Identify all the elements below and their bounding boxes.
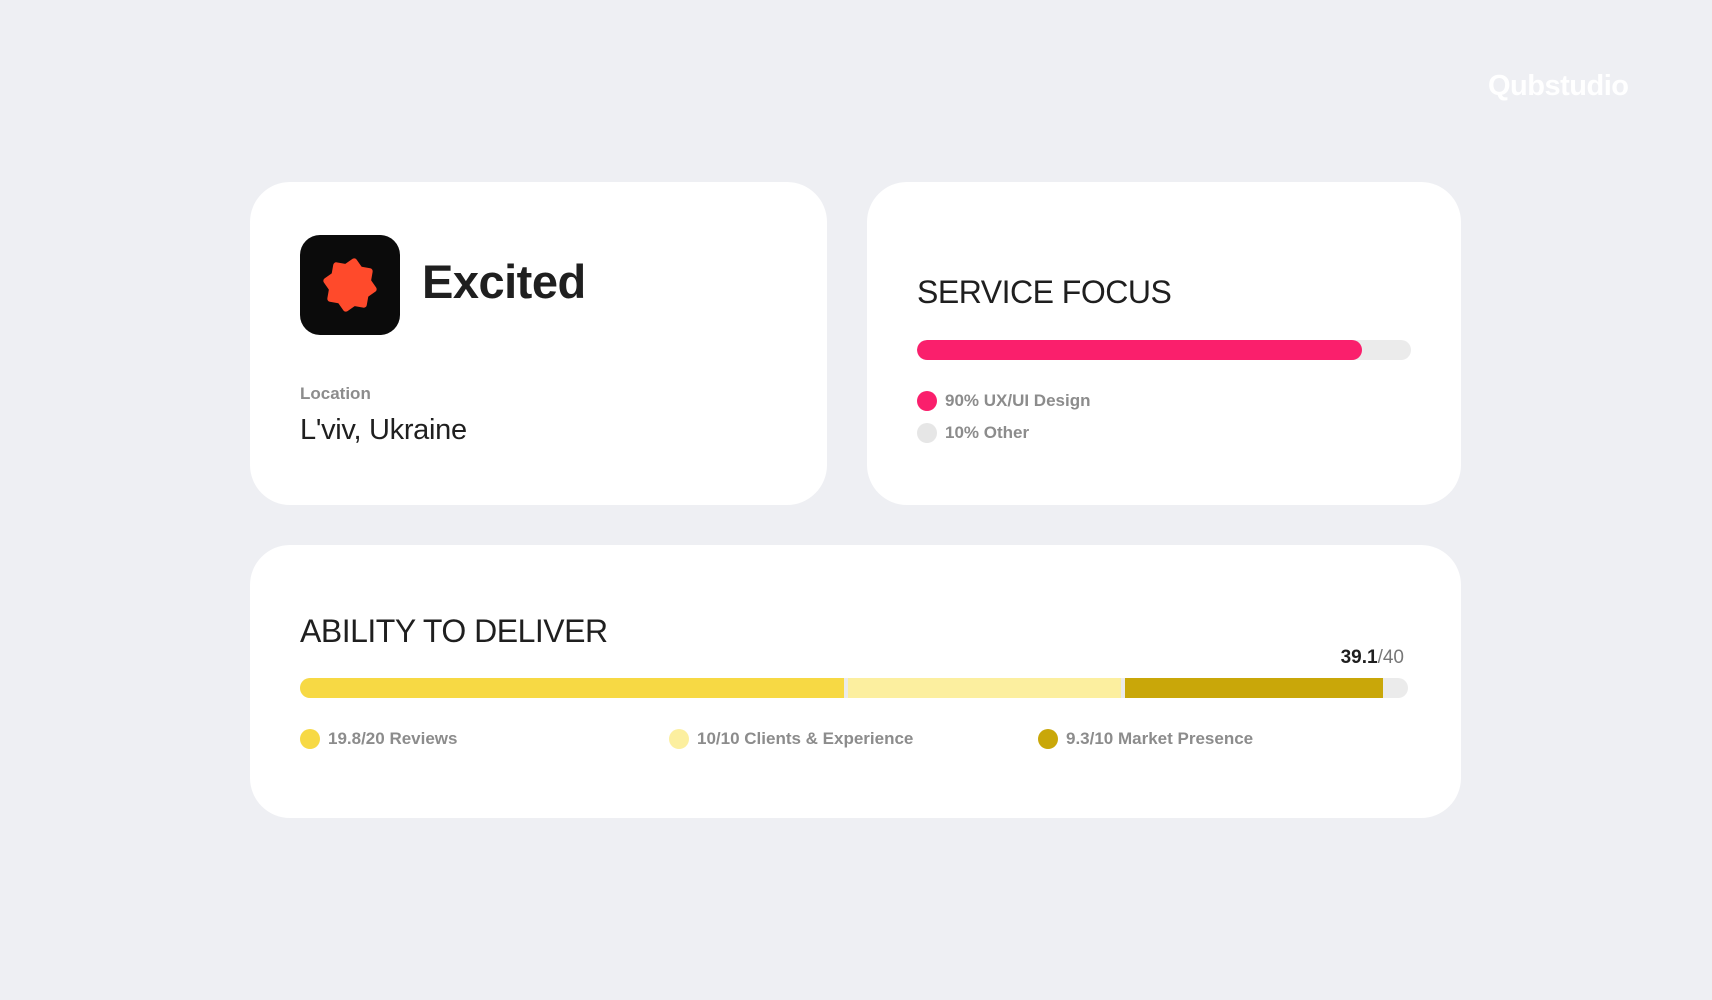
legend-label: 90% UX/UI Design [945, 391, 1091, 410]
legend-dot [917, 391, 937, 411]
location-value: L'viv, Ukraine [300, 414, 467, 446]
legend-clients-experience: 10/10 Clients & Experience [669, 729, 913, 749]
bar-segment [1125, 678, 1384, 698]
company-logo [300, 235, 400, 335]
total-score: 39.1/40 [1341, 647, 1404, 669]
legend-dot [669, 729, 689, 749]
score-value: 39.1 [1340, 647, 1378, 668]
location-label: Location [300, 384, 371, 403]
bar-segment [300, 678, 845, 698]
service-focus-title: SERVICE FOCUS [917, 274, 1172, 310]
legend-dot [300, 729, 320, 749]
service-focus-bar [917, 340, 1411, 360]
legend-label: 9.3/10 Market Presence [1066, 729, 1254, 748]
bar-segment [848, 678, 1122, 698]
service-focus-card: SERVICE FOCUS 90% UX/UI Design 10% Other [867, 182, 1461, 505]
starburst-icon [323, 258, 377, 312]
legend-dot [1038, 729, 1058, 749]
legend-label: 10% Other [945, 423, 1030, 442]
legend-ux-ui-design: 90% UX/UI Design [917, 391, 1091, 411]
legend-other: 10% Other [917, 423, 1029, 443]
legend-dot [917, 423, 937, 443]
score-max: /40 [1377, 647, 1404, 668]
service-focus-fill [917, 340, 1362, 360]
ability-to-deliver-card: ABILITY TO DELIVER 39.1/40 19.8/20 Revie… [250, 545, 1461, 818]
ability-to-deliver-bar [300, 678, 1408, 698]
legend-label: 10/10 Clients & Experience [697, 729, 914, 748]
brand-logo: Qubstudio [1488, 70, 1629, 102]
company-profile-card: Excited Location L'viv, Ukraine [250, 182, 827, 505]
legend-reviews: 19.8/20 Reviews [300, 729, 457, 749]
ability-to-deliver-title: ABILITY TO DELIVER [300, 613, 608, 649]
legend-label: 19.8/20 Reviews [328, 729, 458, 748]
legend-market-presence: 9.3/10 Market Presence [1038, 729, 1253, 749]
company-name: Excited [422, 255, 586, 308]
